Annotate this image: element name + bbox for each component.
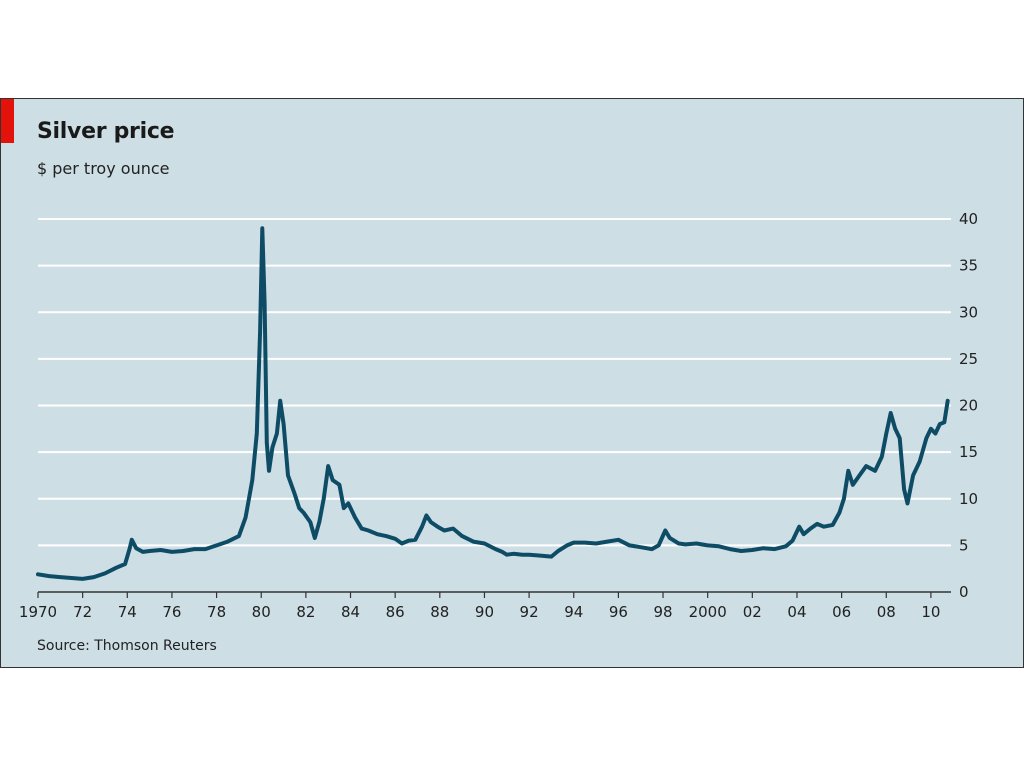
x-tick-label: 98: [653, 603, 672, 621]
chart-subtitle: $ per troy ounce: [37, 159, 170, 178]
x-tick-label: 08: [877, 603, 896, 621]
x-tick-label: 90: [475, 603, 494, 621]
y-tick-label: 25: [959, 350, 978, 368]
x-tick-label: 2000: [689, 603, 727, 621]
x-tick-label: 82: [296, 603, 315, 621]
x-tick-label: 80: [252, 603, 271, 621]
chart-panel: Silver price $ per troy ounce 0 5 10 15 20 25…: [0, 98, 1024, 668]
chart-source: Source: Thomson Reuters: [37, 638, 217, 654]
x-tick-label: 78: [207, 603, 226, 621]
x-tick-label: 96: [609, 603, 628, 621]
series-line: [36, 226, 950, 581]
x-tick-label: 72: [73, 603, 92, 621]
x-tick-label: 02: [743, 603, 762, 621]
y-tick-label: 5: [959, 536, 969, 554]
x-tick-label: 04: [787, 603, 806, 621]
accent-bar: [1, 99, 14, 143]
y-tick-label: 40: [959, 210, 978, 228]
y-tick-label: 35: [959, 257, 978, 275]
x-tick-label: 94: [564, 603, 583, 621]
chart-title: Silver price: [37, 119, 175, 144]
x-tick-label: 06: [832, 603, 851, 621]
x-tick-label: 86: [386, 603, 405, 621]
x-tick-label: 92: [520, 603, 539, 621]
y-tick-label: 30: [959, 303, 978, 321]
x-tick-label: 1970: [19, 603, 57, 621]
x-tick-label: 10: [921, 603, 940, 621]
x-tick-label: 84: [341, 603, 360, 621]
y-tick-label: 15: [959, 443, 978, 461]
x-tick-label: 88: [430, 603, 449, 621]
y-tick-label: 0: [959, 583, 969, 601]
x-tick-label: 74: [118, 603, 137, 621]
y-tick-label: 20: [959, 397, 978, 415]
y-tick-label: 10: [959, 490, 978, 508]
x-tick-label: 76: [162, 603, 181, 621]
line-chart: 0 5 10 15 20 25 30 35 40 1970 72 74 76 78 80 82 84 86 88 90…: [19, 210, 978, 621]
